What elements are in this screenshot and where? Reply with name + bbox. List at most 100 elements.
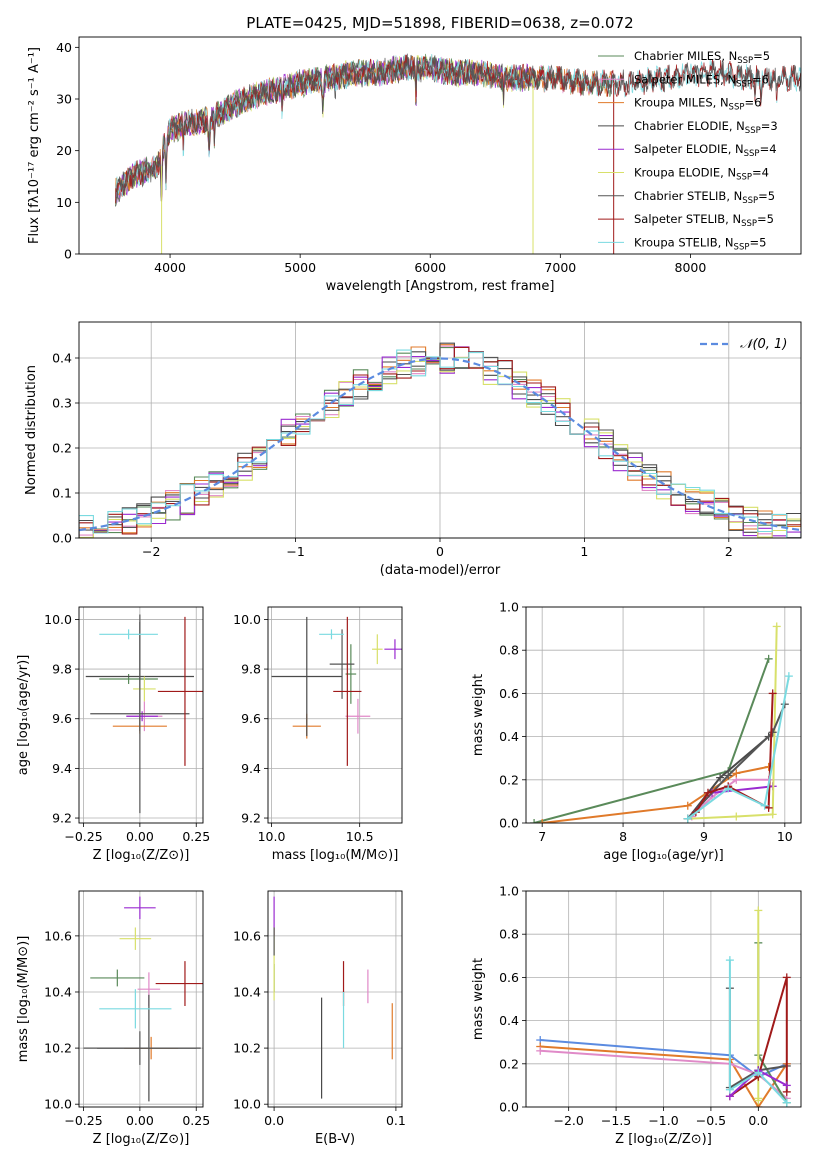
- legend-entry-label: Chabrier ELODIE, NSSP=3: [634, 119, 778, 136]
- legend-label-main: Kroupa MILES, N: [634, 96, 729, 110]
- histogram-step-kroupa_stelib: [79, 349, 801, 538]
- y-tick-label: 0.0: [499, 816, 519, 831]
- y-tick-label: 30: [56, 92, 72, 107]
- x-tick-label: −0.25: [64, 1113, 102, 1128]
- x-tick-label: 10: [777, 829, 793, 844]
- y-tick-label: 0.2: [52, 441, 72, 456]
- mass-weight-vs-age-chart: 7 8 9 10 0.0 0.2 0.4 0.6 0.8 1.0 age [log₁₀(age/yr…: [471, 600, 802, 863]
- y-tick-label: 0.3: [52, 396, 72, 411]
- y-tick-label: 9.8: [241, 662, 261, 677]
- weight-line-kroupa_stelib: [728, 960, 788, 1104]
- x-tick-label: 0.00: [126, 829, 154, 844]
- y-tick-label: 9.4: [52, 761, 72, 776]
- y-tick-label: 1.0: [499, 884, 519, 899]
- x-tick-label: 8: [619, 829, 627, 844]
- plot-area: [536, 906, 791, 1107]
- weight-line-kroupa_miles: [542, 765, 769, 823]
- legend-label-suffix: =4: [760, 142, 777, 156]
- legend-label-subscript: SSP: [741, 219, 757, 229]
- spectrum-line-kroupa_stelib: [115, 53, 801, 198]
- legend-label-suffix: =5: [749, 235, 766, 249]
- plot-frame: [525, 890, 802, 1108]
- x-tick-label: 10.5: [346, 829, 374, 844]
- y-tick-label: 0.2: [499, 772, 519, 787]
- legend-label-suffix: =4: [752, 166, 769, 180]
- y-tick-label: 10.0: [233, 1097, 261, 1112]
- x-tick-label: 0: [436, 544, 444, 559]
- mass-vs-metallicity-chart: −0.25 0.00 0.25 10.0 10.2 10.4 10.6 Z [log₁₀(Z/…: [16, 890, 210, 1147]
- plot-frame: [78, 890, 204, 1108]
- legend-label-subscript: SSP: [745, 126, 761, 136]
- y-tick-label: 10.2: [233, 1041, 261, 1056]
- x-tick-label: −1.0: [648, 1113, 678, 1128]
- y-tick-label: 9.2: [52, 811, 72, 826]
- chart-title: PLATE=0425, MJD=51898, FIBERID=0638, z=0…: [246, 14, 633, 32]
- y-tick-label: 9.6: [241, 711, 261, 726]
- legend-label-main: Chabrier MILES, N: [634, 49, 737, 63]
- y-tick-label: 10.2: [44, 1041, 72, 1056]
- x-axis-label: Z [log₁₀(Z/Z⊙)]: [93, 848, 190, 863]
- mass-vs-ebv-chart: 0.0 0.1 10.0 10.2 10.4 10.6 E(B-V): [233, 890, 406, 1147]
- x-tick-label: −0.5: [696, 1113, 726, 1128]
- x-axis-label: Z [log₁₀(Z/Z⊙)]: [93, 1132, 190, 1147]
- legend-entry-label: Salpeter STELIB, NSSP=5: [634, 212, 774, 229]
- x-tick-label: 0.0: [748, 1113, 768, 1128]
- y-tick-label: 10.4: [44, 984, 72, 999]
- x-tick-label: 0.25: [182, 1113, 210, 1128]
- mass-weight-vs-metallicity-chart: −2.0 −1.5 −1.0 −0.5 0.0 0.0 0.2 0.4 0.6 0.8 1.0 Z […: [471, 884, 802, 1147]
- x-tick-label: 0.25: [182, 829, 210, 844]
- y-tick-label: 9.2: [241, 811, 261, 826]
- y-tick-label: 20: [56, 143, 72, 158]
- legend-label-suffix: =6: [752, 72, 769, 86]
- residuals-histogram-chart: −2 −1 0 1 2 0.0 0.1 0.2 0.3 0.4 (data-model)/error…: [24, 321, 802, 578]
- y-tick-label: 0.1: [52, 486, 72, 501]
- plot-frame: [267, 606, 403, 824]
- x-tick-label: 7000: [544, 260, 576, 275]
- legend-label-subscript: SSP: [734, 242, 750, 252]
- spectrum-line-chabrier_stelib: [115, 53, 801, 207]
- weight-line-kroupa_elodie: [687, 626, 778, 820]
- y-tick-label: 9.6: [52, 711, 72, 726]
- legend-entry-label: Salpeter ELODIE, NSSP=4: [634, 142, 777, 159]
- x-axis-label: wavelength [Angstrom, rest frame]: [326, 279, 555, 294]
- plot-frame: [78, 321, 802, 539]
- y-axis-label: Normed distribution: [24, 365, 39, 495]
- plot-area: [115, 53, 801, 254]
- legend-label-suffix: =5: [753, 49, 770, 63]
- legend-label-main: Chabrier STELIB, N: [634, 189, 742, 203]
- x-tick-label: 4000: [154, 260, 186, 275]
- x-tick-label: −1.5: [601, 1113, 631, 1128]
- y-tick-label: 0.4: [52, 351, 72, 366]
- x-tick-label: 0.0: [264, 1113, 284, 1128]
- legend-entry-label: Salpeter MILES, NSSP=6: [634, 72, 769, 89]
- y-tick-label: 10.0: [44, 1097, 72, 1112]
- plot-frame: [267, 890, 403, 1108]
- y-tick-label: 0.6: [499, 970, 519, 985]
- legend-entry-label: Kroupa STELIB, NSSP=5: [634, 235, 766, 252]
- x-tick-label: −2.0: [553, 1113, 583, 1128]
- x-axis-label: mass [log₁₀(M/M⊙)]: [272, 848, 399, 863]
- legend-entry-label: Chabrier MILES, NSSP=5: [634, 49, 770, 66]
- x-tick-label: 8000: [675, 260, 707, 275]
- x-tick-label: 2: [725, 544, 733, 559]
- x-tick-label: 5000: [284, 260, 316, 275]
- y-axis-label: Flux [fλ10⁻¹⁷ erg cm⁻² s⁻¹ A⁻¹]: [27, 47, 42, 244]
- legend-label-main: Salpeter MILES, N: [634, 72, 736, 86]
- y-tick-label: 10.0: [233, 612, 261, 627]
- legend-entry-label: Chabrier STELIB, NSSP=5: [634, 189, 775, 206]
- legend-entry-label: 𝒩(0, 1): [740, 337, 787, 352]
- legend-label-suffix: =5: [758, 189, 775, 203]
- y-tick-label: 40: [56, 40, 72, 55]
- plot-frame: [78, 606, 204, 824]
- legend-entry-label: Kroupa MILES, NSSP=6: [634, 96, 761, 113]
- y-axis-label: mass weight: [471, 674, 486, 756]
- y-tick-label: 0.2: [499, 1056, 519, 1071]
- y-tick-label: 0.4: [499, 1013, 519, 1028]
- y-tick-label: 1.0: [499, 600, 519, 615]
- legend-entry-label: Kroupa ELODIE, NSSP=4: [634, 166, 769, 183]
- legend-label-main: Kroupa STELIB, N: [634, 235, 734, 249]
- y-tick-label: 0.0: [499, 1100, 519, 1115]
- plot-area: [273, 896, 393, 1099]
- y-tick-label: 0.8: [499, 643, 519, 658]
- y-tick-label: 0: [64, 247, 72, 262]
